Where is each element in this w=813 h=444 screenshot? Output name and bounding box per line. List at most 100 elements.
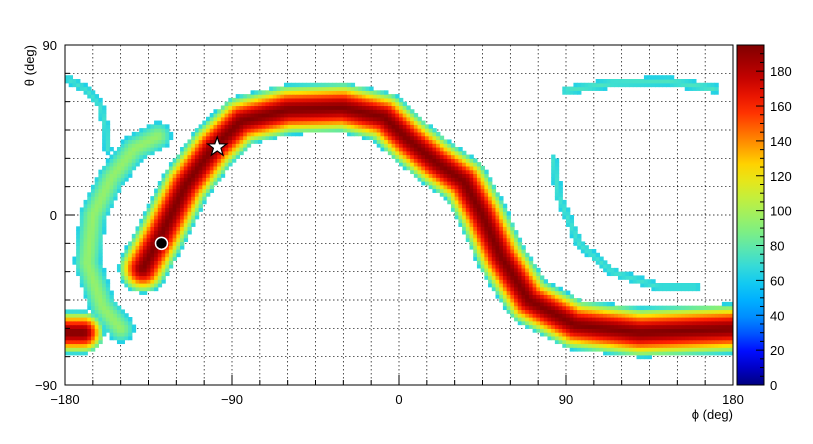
heatmap-cell — [721, 317, 727, 322]
heatmap-cell — [139, 237, 144, 243]
heatmap-cell — [135, 131, 140, 137]
heatmap-cell — [191, 218, 196, 224]
heatmap-cell — [83, 264, 88, 269]
heatmap-cell — [662, 343, 667, 348]
heatmap-cell — [265, 128, 270, 133]
heatmap-cell — [239, 135, 244, 141]
heatmap-cell — [469, 218, 474, 224]
heatmap-cell — [79, 275, 85, 280]
heatmap-cell — [124, 275, 129, 280]
heatmap-cell — [98, 328, 103, 333]
heatmap-cell — [384, 90, 389, 95]
heatmap-cell — [506, 222, 511, 227]
heatmap-cell — [710, 320, 716, 326]
heatmap-cell — [113, 332, 118, 337]
heatmap-cell — [421, 162, 426, 167]
heatmap-cell — [365, 131, 370, 137]
heatmap-cell — [191, 135, 196, 141]
heatmap-cell — [79, 207, 85, 212]
heatmap-cell — [428, 177, 433, 182]
heatmap-cell — [484, 199, 489, 205]
heatmap-cell — [150, 283, 155, 288]
heatmap-cell — [191, 203, 196, 209]
heatmap-cell — [566, 222, 571, 227]
heatmap-cell — [632, 343, 638, 348]
heatmap-cell — [424, 154, 430, 159]
heatmap-cell — [554, 313, 560, 318]
heatmap-cell — [135, 286, 140, 292]
heatmap-cell — [187, 207, 192, 212]
heatmap-cell — [681, 309, 686, 314]
heatmap-cell — [643, 354, 649, 360]
heatmap-cell — [90, 283, 96, 288]
heatmap-cell — [83, 207, 88, 212]
heatmap-cell — [105, 317, 111, 322]
heatmap-cell — [142, 150, 148, 156]
heatmap-cell — [194, 211, 200, 216]
heatmap-cell — [165, 177, 170, 182]
heatmap-cell — [528, 309, 534, 314]
heatmap-cell — [176, 154, 181, 159]
heatmap-cell — [384, 135, 389, 141]
heatmap-cell — [272, 101, 278, 107]
heatmap-cell — [584, 245, 589, 250]
heatmap-cell — [298, 105, 304, 110]
heatmap-cell — [729, 317, 733, 322]
heatmap-cell — [406, 165, 411, 171]
heatmap-cell — [265, 101, 270, 107]
heatmap-cell — [651, 328, 656, 333]
heatmap-cell — [157, 264, 163, 269]
heatmap-cell — [109, 320, 114, 326]
heatmap-cell — [695, 332, 701, 337]
heatmap-cell — [198, 184, 203, 190]
heatmap-cell — [699, 332, 704, 337]
heatmap-cell — [165, 245, 170, 250]
heatmap-cell — [90, 192, 96, 197]
heatmap-cell — [113, 184, 118, 190]
heatmap-cell — [161, 226, 166, 231]
heatmap-cell — [473, 162, 478, 167]
heatmap-cell — [536, 298, 541, 303]
heatmap-cell — [643, 305, 649, 311]
heatmap-cell — [120, 260, 125, 265]
heatmap-cell — [473, 252, 478, 258]
heatmap-cell — [510, 230, 515, 235]
heatmap-cell — [172, 256, 177, 261]
heatmap-cell — [224, 124, 229, 129]
heatmap-cell — [469, 215, 474, 220]
heatmap-cell — [354, 128, 359, 133]
heatmap-cell — [109, 298, 114, 303]
heatmap-cell — [146, 260, 151, 265]
heatmap-cell — [202, 199, 207, 205]
heatmap-cell — [98, 169, 103, 175]
heatmap-cell — [109, 181, 114, 186]
heatmap-cell — [584, 324, 589, 329]
heatmap-cell — [447, 177, 452, 182]
heatmap-cell — [90, 256, 96, 261]
heatmap-cell — [243, 135, 248, 141]
heatmap-cell — [573, 86, 578, 91]
heatmap-cell — [677, 351, 682, 356]
heatmap-cell — [417, 173, 422, 178]
heatmap-cell — [94, 260, 99, 265]
heatmap-cell — [469, 233, 474, 239]
heatmap-cell — [228, 116, 233, 122]
heatmap-cell — [209, 188, 215, 193]
heatmap-cell — [707, 332, 712, 337]
heatmap-cell — [90, 294, 96, 299]
heatmap-cell — [90, 286, 96, 292]
heatmap-cell — [580, 86, 586, 91]
heatmap-cell — [491, 260, 497, 265]
heatmap-cell — [432, 150, 437, 156]
heatmap-cell — [94, 237, 99, 243]
heatmap-cell — [681, 351, 686, 356]
heatmap-cell — [172, 203, 177, 209]
heatmap-cell — [232, 143, 237, 148]
heatmap-cell — [399, 120, 404, 125]
heatmap-cell — [150, 260, 155, 265]
heatmap-cell — [209, 124, 215, 129]
heatmap-cell — [194, 139, 200, 144]
heatmap-cell — [617, 347, 623, 352]
heatmap-cell — [491, 222, 497, 227]
